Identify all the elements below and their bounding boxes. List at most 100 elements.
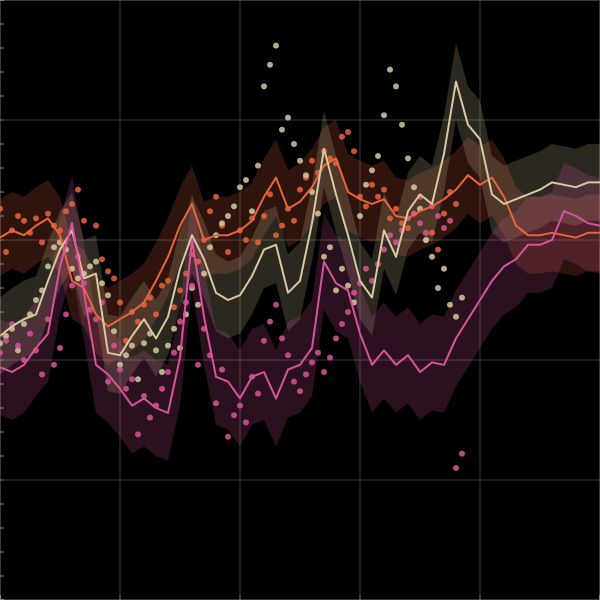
series-1-point [327,244,333,251]
series-1-point [165,342,171,349]
series-2-point [255,390,261,397]
series-0-point [171,304,177,311]
series-2-point [219,366,225,373]
series-2-point [93,316,99,323]
series-0-point [207,208,213,215]
series-2-point [165,369,171,375]
series-2-point [105,378,111,385]
series-0-line [0,157,600,328]
series-0-point [375,193,381,200]
series-0-point [393,205,399,212]
series-1-point [363,181,369,188]
series-2-point [381,246,387,253]
series-1-point [321,253,327,260]
series-1-point [111,328,117,335]
series-2-point [123,385,129,392]
series-0-point [39,239,45,246]
series-1-point [129,342,135,349]
series-0-point [225,249,231,255]
series-2-point [69,282,75,289]
series-0-point [21,217,27,224]
series-1-point [255,162,261,169]
series-0-point [369,181,375,188]
series-2-point [243,419,249,426]
series-1-point [411,184,417,191]
series-1-point [3,333,9,339]
series-1-point [249,208,255,215]
series-1-point [69,265,75,272]
series-0-point [63,208,69,215]
series-1-point [435,285,441,291]
series-2-point [147,414,153,421]
series-2-band [0,163,600,461]
series-0-point [99,256,105,263]
series-0-band [0,120,600,365]
series-0-point [75,186,81,193]
series-0-point [339,133,345,140]
series-1-point [453,313,459,320]
series-2-point [423,229,429,236]
series-0-point [351,148,357,155]
series-1-point [207,244,213,251]
series-0-point [153,311,159,318]
series-1-point [237,184,243,191]
series-2-point [327,354,333,361]
series-2-point [141,393,147,399]
series-1-point [429,253,435,260]
series-1-point [291,141,297,147]
series-1-point [51,244,57,251]
series-2-point [345,309,351,315]
series-0-point [93,222,99,229]
series-1-point [447,301,453,308]
series-0-point [435,246,441,253]
series-1-point [201,270,207,277]
series-2-point [351,289,357,296]
series-2-point [27,330,33,337]
series-0-point [453,201,459,207]
series-0-point [15,213,21,219]
series-1-point [105,292,111,299]
series-2-point [435,213,441,219]
series-2-point [291,378,297,385]
series-1-point [123,352,129,359]
series-2-point [297,388,303,395]
series-2-point [39,371,45,378]
series-1-point [93,258,99,265]
series-2-point [213,400,219,407]
series-0-point [69,201,75,207]
series-1-point [21,321,27,327]
series-2-point [279,335,285,342]
series-0-point [117,299,123,306]
series-0-point [105,268,111,275]
series-1-point [243,177,249,183]
series-0-point [297,186,303,193]
series-0-point [177,287,183,294]
series-1-point [285,114,291,121]
series-2-point [135,431,141,438]
series-1-point [387,66,393,73]
series-2-point [387,232,393,239]
series-2-point [129,376,135,383]
series-1-point [357,213,363,219]
series-1-point [297,157,303,164]
series-0-point [255,239,261,246]
series-0-point [291,217,297,224]
series-0-point [267,191,273,198]
series-1-point [369,167,375,174]
series-1-point [381,112,387,119]
series-2-point [447,217,453,224]
band-layer [0,43,600,461]
series-0-point [387,215,393,222]
series-0-point [309,157,315,164]
series-2-point [237,402,243,409]
series-1-point [141,340,147,347]
series-1-point [393,83,399,90]
series-1-point [333,287,339,294]
series-1-point [405,155,411,162]
series-1-point [45,263,51,270]
series-2-point [267,318,273,325]
series-2-point [333,335,339,342]
series-2-point [15,342,21,349]
series-2-point [177,318,183,325]
series-1-point [339,265,345,272]
